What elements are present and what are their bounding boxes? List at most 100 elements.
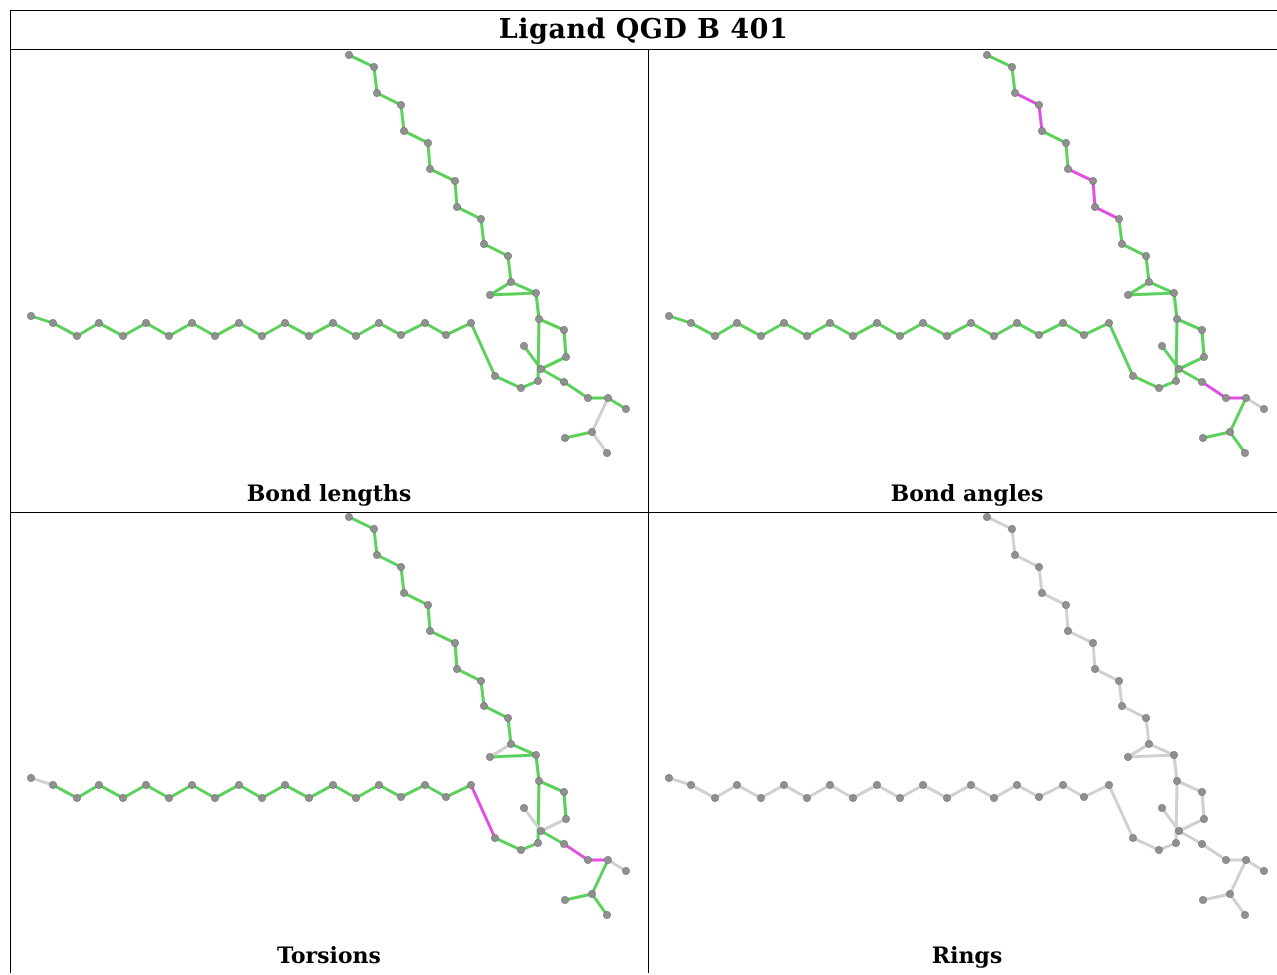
row-divider (10, 512, 1277, 513)
atom (1124, 753, 1132, 761)
bond (1228, 396, 1248, 434)
atom (1198, 326, 1206, 334)
bond (590, 430, 609, 455)
atom (480, 240, 488, 248)
bond (522, 344, 543, 371)
bond (1093, 667, 1121, 683)
atom (73, 332, 81, 340)
bond (1147, 280, 1176, 295)
atom (352, 794, 360, 802)
atom (532, 289, 540, 297)
atom (517, 384, 525, 392)
bond (759, 783, 786, 800)
atom (757, 332, 765, 340)
bond (1037, 565, 1044, 595)
bond (1228, 430, 1247, 455)
atom (211, 794, 219, 802)
atom (584, 856, 592, 864)
bond (283, 321, 311, 338)
bond (488, 280, 513, 297)
atom (1091, 203, 1099, 211)
bond (921, 783, 949, 800)
bond (898, 783, 925, 800)
atom (534, 839, 542, 847)
bond (1177, 817, 1206, 833)
bond (534, 291, 541, 321)
atom (397, 331, 405, 339)
bond (399, 783, 427, 799)
table-frame (10, 10, 1277, 973)
atom (305, 794, 313, 802)
bond (237, 783, 264, 800)
atom (1242, 856, 1250, 864)
bond (283, 783, 311, 800)
column-divider (648, 50, 649, 973)
bond (167, 783, 194, 800)
bond (1200, 328, 1206, 359)
bond (444, 321, 473, 337)
atom (451, 177, 459, 185)
atom (1038, 127, 1046, 135)
atom (1038, 589, 1046, 597)
atom (604, 394, 612, 402)
atom (562, 815, 570, 823)
bond (1172, 291, 1179, 321)
bond (689, 321, 717, 338)
atom (370, 63, 378, 71)
atom (1199, 896, 1207, 904)
bond (1040, 129, 1068, 145)
bond (1201, 430, 1232, 440)
bond (735, 321, 763, 338)
atom (305, 332, 313, 340)
atom (1241, 911, 1249, 919)
atom (1175, 365, 1183, 373)
bond (469, 321, 497, 378)
bond (97, 321, 125, 338)
panel-caption: Bond lengths (246, 481, 412, 507)
atom (1124, 291, 1132, 299)
atom (1013, 781, 1021, 789)
bond (347, 53, 376, 69)
bond (455, 667, 483, 683)
molecule-diagram-bond-lengths (27, 51, 630, 457)
bond (426, 603, 432, 633)
atom (1198, 788, 1206, 796)
bond (399, 565, 406, 595)
atom (873, 781, 881, 789)
bond (428, 167, 457, 183)
atom (119, 794, 127, 802)
atom (1089, 639, 1097, 647)
bond (488, 291, 538, 297)
atom (622, 867, 630, 875)
atom (27, 312, 35, 320)
bond (372, 65, 379, 95)
atom (1170, 289, 1178, 297)
bond (1037, 103, 1044, 133)
atom (780, 781, 788, 789)
atom (1222, 856, 1230, 864)
atom (1062, 139, 1070, 147)
bond (488, 742, 513, 759)
bond (121, 783, 148, 800)
atom (560, 326, 568, 334)
atom (373, 89, 381, 97)
atom (1080, 331, 1088, 339)
bond (1120, 242, 1148, 258)
atom (467, 781, 475, 789)
atom (1200, 353, 1208, 361)
bond (1200, 790, 1206, 821)
panel-torsions: Torsions (11, 513, 647, 975)
atom (1091, 665, 1099, 673)
bond (1066, 167, 1095, 183)
atom (507, 278, 515, 286)
bond (1091, 179, 1097, 209)
atom (442, 793, 450, 801)
atom (622, 405, 630, 413)
atom (258, 794, 266, 802)
bond (1126, 742, 1151, 759)
atom (983, 513, 991, 521)
atom (520, 804, 528, 812)
atom (1172, 839, 1180, 847)
atom (477, 215, 485, 223)
atom (780, 319, 788, 327)
